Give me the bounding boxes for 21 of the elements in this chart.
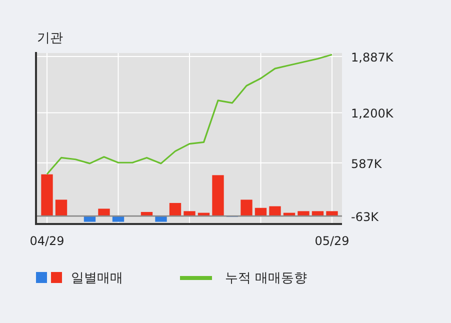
y-tick-label: 1,887K	[351, 50, 394, 65]
x-tick-label: 05/29	[314, 234, 350, 248]
x-tick-label: 04/29	[30, 234, 64, 248]
bar	[269, 206, 281, 216]
legend-label: 누적 매매동향	[225, 271, 308, 286]
chart-title: 기관	[37, 31, 63, 46]
bar	[155, 216, 167, 222]
bar	[212, 175, 224, 216]
bar	[98, 208, 110, 216]
bar	[112, 216, 124, 222]
bar	[55, 200, 68, 216]
bar	[240, 200, 252, 216]
line-series	[46, 54, 333, 175]
bar	[169, 202, 182, 216]
bar	[254, 208, 267, 216]
y-tick-label: 1,200K	[351, 106, 394, 121]
bar	[41, 174, 53, 216]
y-tick-label: -63K	[351, 210, 380, 224]
legend-label: 일별매매	[71, 271, 123, 286]
y-tick-label: 587K	[351, 156, 383, 171]
bar	[84, 216, 96, 222]
